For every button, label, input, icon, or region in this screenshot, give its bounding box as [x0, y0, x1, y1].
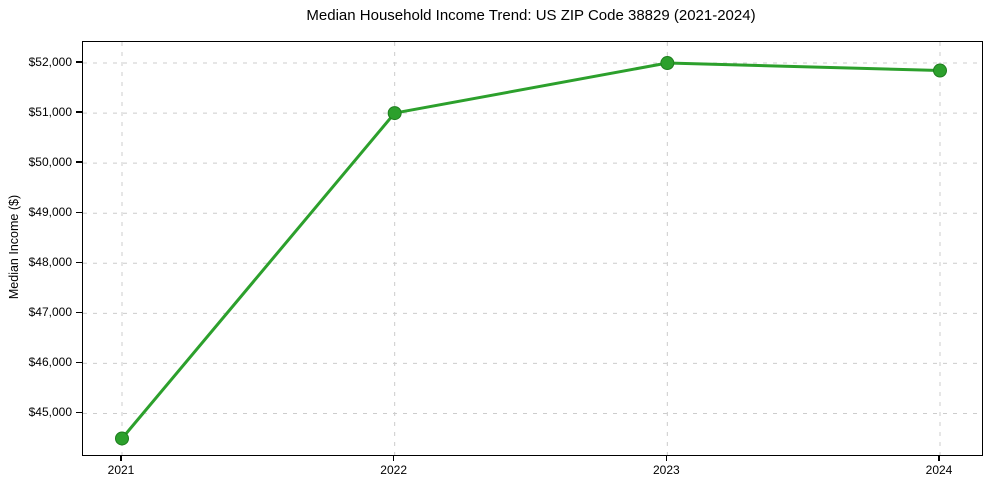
plot-area: [82, 41, 983, 456]
x-tick-mark: [938, 455, 940, 461]
y-tick-mark: [76, 411, 82, 414]
y-tick-mark: [76, 211, 82, 213]
trend-line: [120, 61, 942, 440]
y-tick-label: $45,000: [28, 405, 72, 420]
x-tick-mark: [392, 455, 395, 461]
data-point: [933, 63, 947, 78]
line-chart-canvas: [83, 42, 982, 455]
y-tick-mark: [76, 161, 82, 163]
y-tick-mark: [76, 261, 82, 263]
x-tick-label: 2024: [925, 463, 953, 477]
x-tick-label: 2021: [107, 463, 135, 477]
x-tick-label: 2023: [652, 463, 680, 477]
y-tick-mark: [76, 361, 82, 364]
data-point: [660, 56, 675, 71]
data-point: [115, 431, 129, 446]
y-tick-mark: [76, 111, 82, 113]
y-tick-label: $46,000: [28, 355, 72, 370]
x-tick-label: 2022: [380, 463, 408, 477]
y-tick-label: $47,000: [28, 305, 72, 320]
y-tick-label: $48,000: [28, 255, 72, 270]
x-tick-mark: [120, 455, 122, 461]
y-tick-mark: [76, 311, 82, 314]
y-tick-label: $52,000: [28, 55, 72, 70]
data-point: [387, 106, 402, 121]
y-tick-label: $49,000: [28, 205, 72, 220]
x-tick-mark: [665, 455, 668, 461]
y-tick-label: $51,000: [28, 105, 72, 120]
y-tick-label: $50,000: [28, 155, 72, 170]
chart-title: Median Household Income Trend: US ZIP Co…: [306, 7, 756, 24]
y-tick-mark: [76, 61, 82, 63]
